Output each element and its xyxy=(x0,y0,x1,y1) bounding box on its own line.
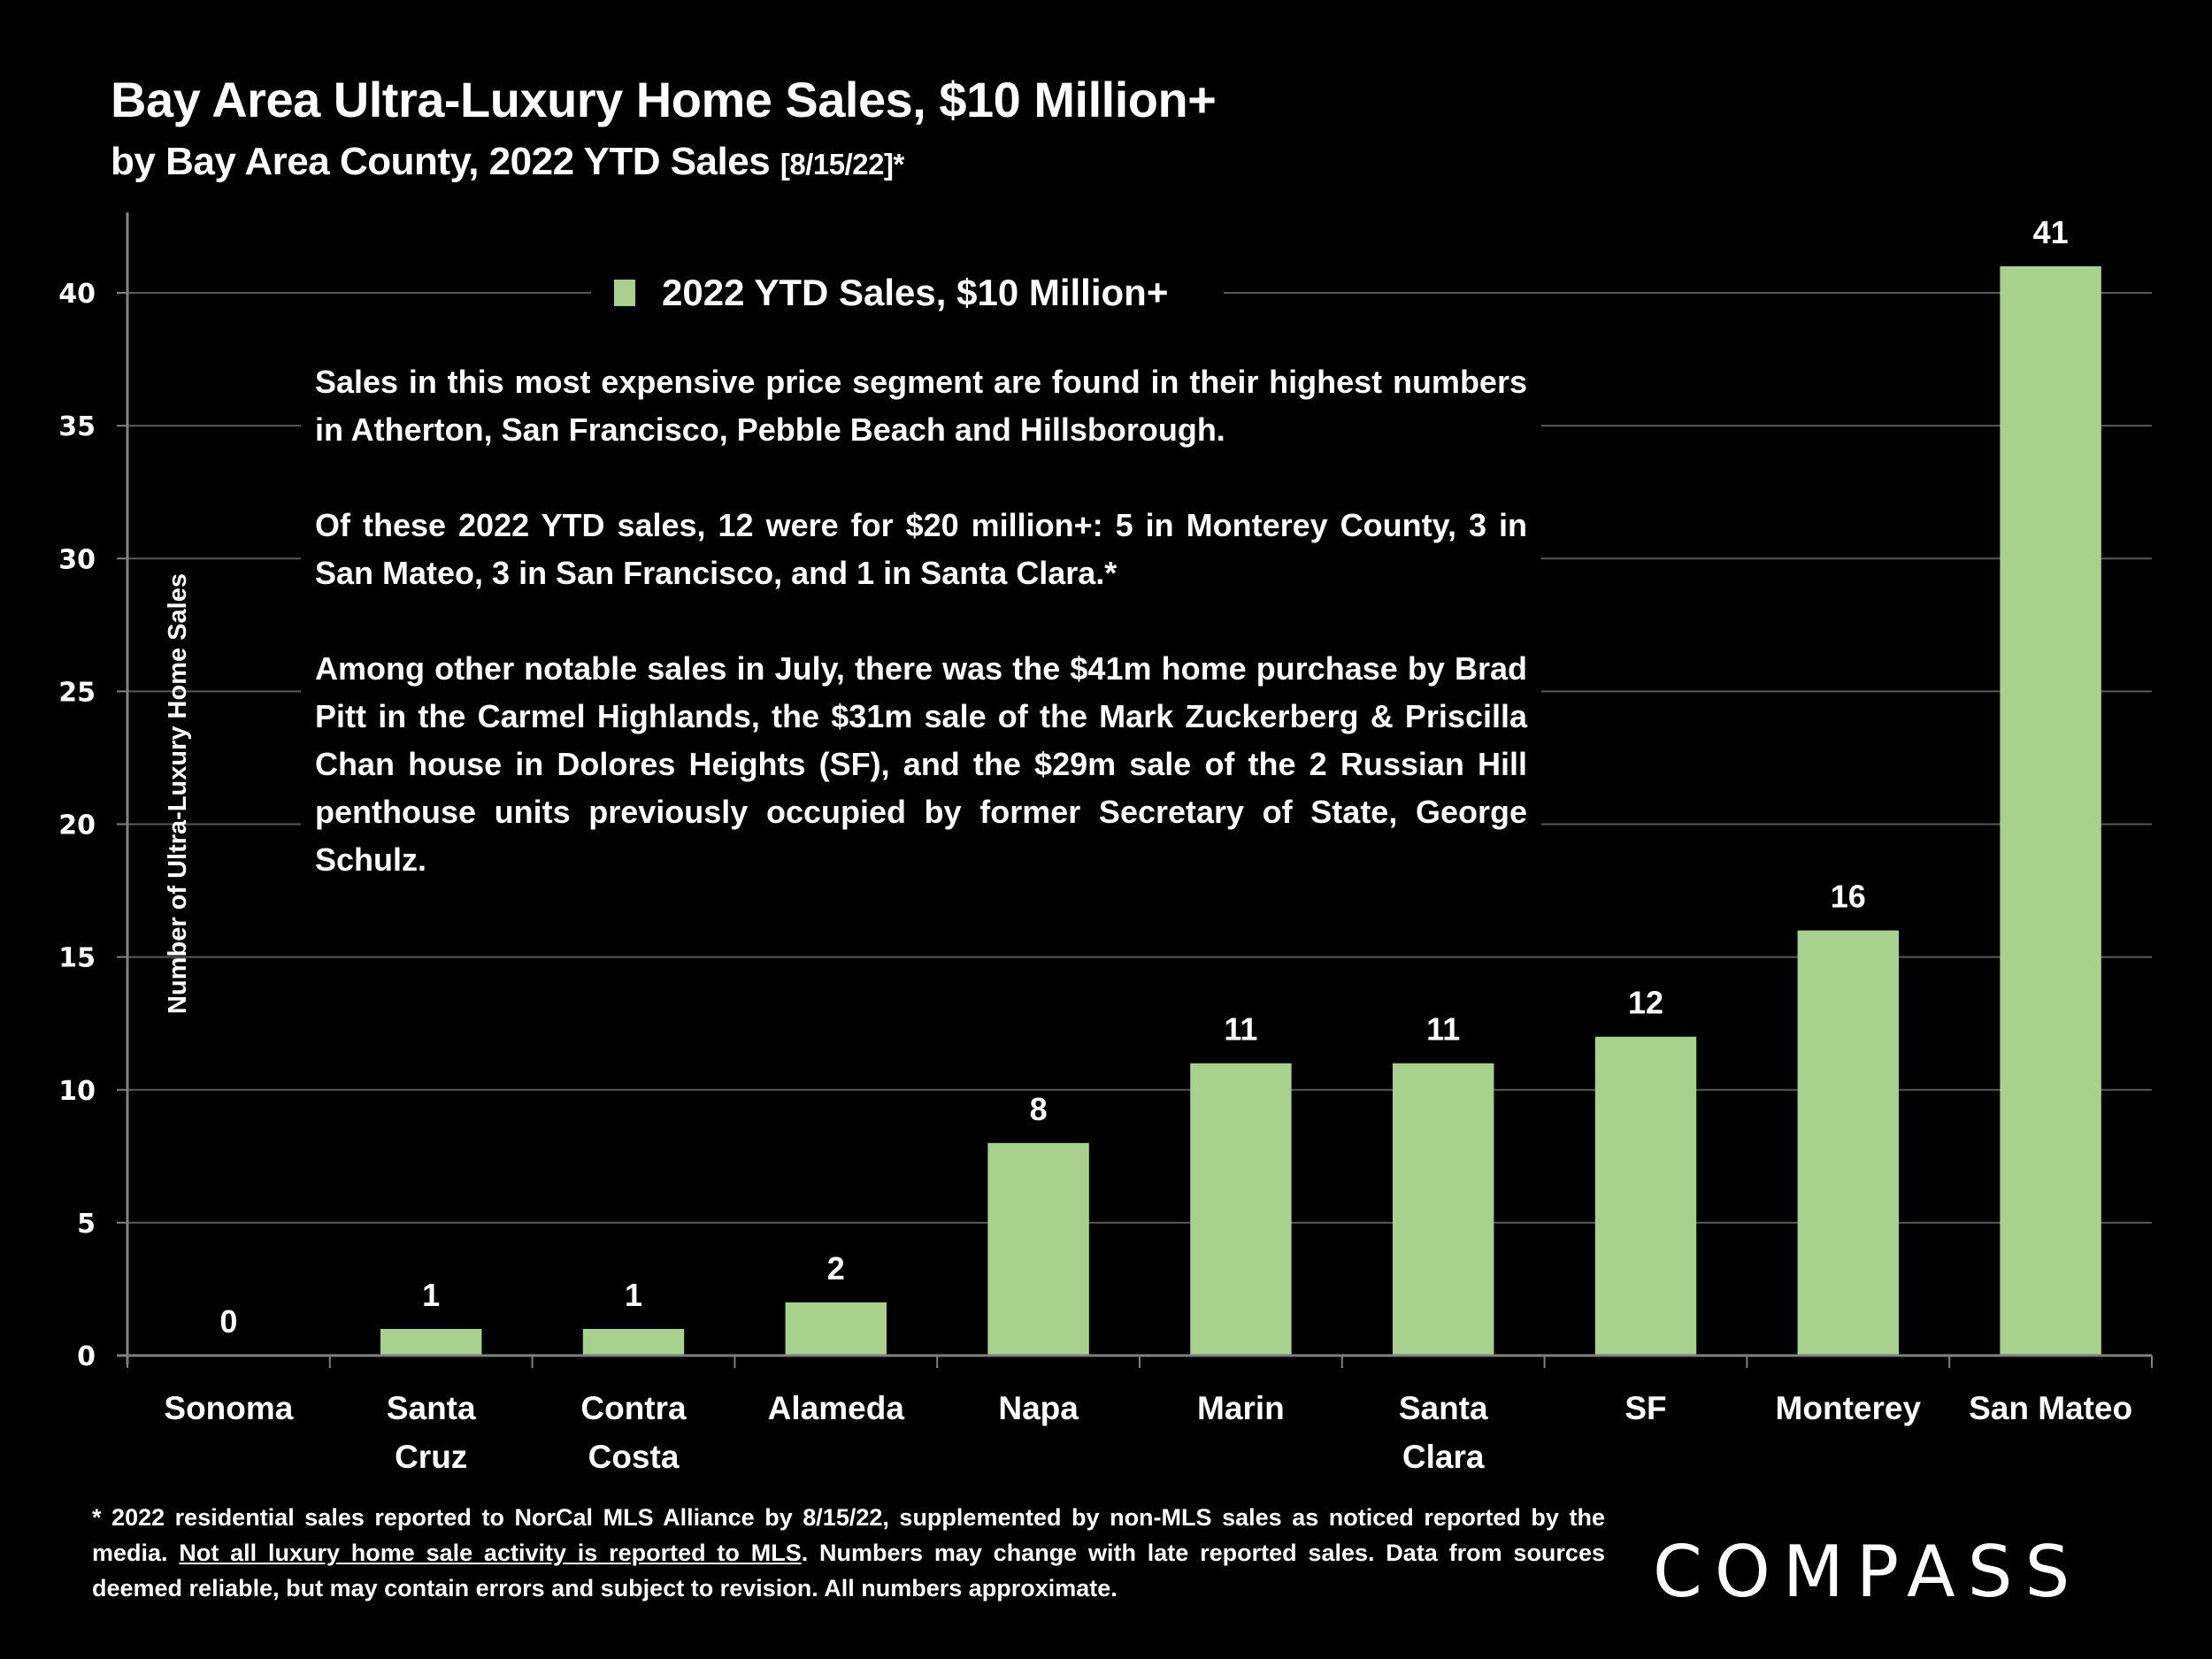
data-label: 0 xyxy=(219,1303,237,1340)
bar xyxy=(2000,265,2101,1356)
footnote-part-2: . Numbers may change with late reported … xyxy=(92,1540,1605,1601)
y-tick-label: 0 xyxy=(77,1341,96,1372)
x-tick-label: Sonoma xyxy=(164,1390,293,1426)
y-tick-label: 35 xyxy=(58,411,96,442)
subtitle-date: [8/15/22]* xyxy=(780,148,904,180)
legend-background xyxy=(591,265,1224,322)
y-tick-label: 30 xyxy=(58,544,96,575)
x-tick-label: Marin xyxy=(1197,1390,1285,1426)
bar xyxy=(1594,1036,1697,1356)
data-label: 41 xyxy=(2033,214,2069,250)
footnote-underlined: Not all luxury home sale activity is rep… xyxy=(179,1540,802,1566)
annotation-paragraph-3: Among other notable sales in July, there… xyxy=(315,650,1527,878)
chart-title: Bay Area Ultra-Luxury Home Sales, $10 Mi… xyxy=(111,72,1217,127)
x-tick-label: Monterey xyxy=(1776,1390,1922,1426)
legend-label: 2022 YTD Sales, $10 Million+ xyxy=(662,272,1168,313)
x-axis: Sonoma Santa Cruz Contra Costa Alameda Napa Mar… xyxy=(117,1354,2153,1475)
x-tick-label: Alameda xyxy=(768,1390,905,1426)
x-tick-label: Cruz xyxy=(395,1439,467,1475)
data-label: 2 xyxy=(827,1250,845,1286)
x-tick-label: Santa xyxy=(1399,1390,1488,1426)
chart-subtitle: by Bay Area County, 2022 YTD Sales [8/15… xyxy=(111,140,904,184)
x-tick-label: SF xyxy=(1624,1390,1666,1426)
x-tick-label: Napa xyxy=(998,1390,1079,1426)
annotation-paragraph-2: Of these 2022 YTD sales, 12 were for $20… xyxy=(315,507,1527,591)
y-axis-ticks: 0 5 10 15 20 25 30 35 40 xyxy=(58,212,129,1372)
annotation-paragraph-1: Sales in this most expensive price segme… xyxy=(315,364,1527,448)
y-tick-label: 10 xyxy=(58,1076,96,1107)
y-tick-label: 25 xyxy=(58,677,96,708)
bar xyxy=(1797,930,1899,1356)
y-axis-label: Number of Ultra-Luxury Home Sales xyxy=(164,573,192,1014)
bar xyxy=(380,1328,482,1356)
compass-logo: COMPASS xyxy=(1653,1531,2083,1613)
x-tick-label: San Mateo xyxy=(1969,1390,2132,1426)
bar xyxy=(582,1328,685,1356)
subtitle-text: by Bay Area County, 2022 YTD Sales xyxy=(111,140,771,183)
x-tick-label: Santa xyxy=(387,1390,476,1426)
data-label: 11 xyxy=(1426,1011,1460,1048)
annotation-box: Sales in this most expensive price segme… xyxy=(301,358,1541,884)
y-tick-label: 15 xyxy=(58,943,96,974)
bar xyxy=(785,1302,887,1356)
bar xyxy=(1393,1063,1494,1356)
data-label: 16 xyxy=(1831,879,1866,915)
data-label: 8 xyxy=(1030,1091,1048,1127)
x-tick-label: Contra xyxy=(580,1390,687,1426)
y-tick-label: 40 xyxy=(58,279,96,310)
bars xyxy=(380,265,2101,1356)
data-label: 12 xyxy=(1628,985,1663,1021)
data-label: 1 xyxy=(625,1277,642,1313)
bar xyxy=(1190,1063,1292,1356)
bar xyxy=(987,1142,1089,1356)
data-label: 1 xyxy=(422,1277,440,1313)
x-tick-label: Costa xyxy=(588,1439,680,1475)
legend: 2022 YTD Sales, $10 Million+ xyxy=(591,265,1224,322)
footnote: * 2022 residential sales reported to Nor… xyxy=(92,1500,1605,1606)
data-label: 11 xyxy=(1224,1011,1257,1048)
x-tick-label: Clara xyxy=(1402,1439,1485,1475)
y-tick-label: 5 xyxy=(77,1209,96,1240)
legend-swatch xyxy=(614,280,635,306)
footnote-part-1: * 2022 residential sales reported to Nor… xyxy=(92,1504,1605,1566)
y-tick-label: 20 xyxy=(58,810,96,841)
